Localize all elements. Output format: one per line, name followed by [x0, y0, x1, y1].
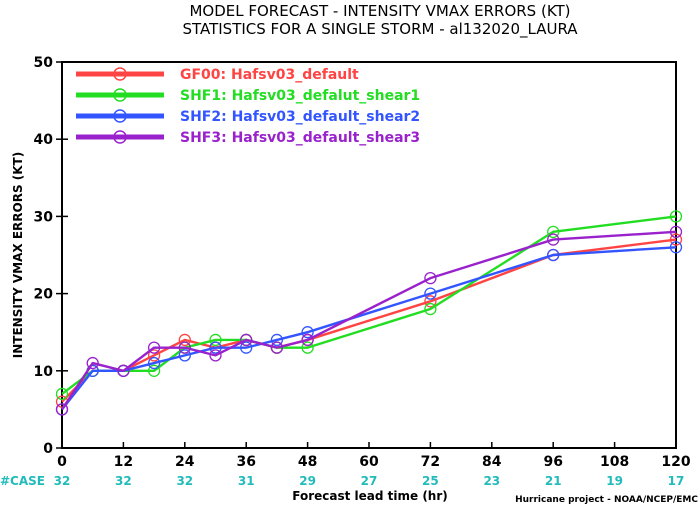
x-tick-label: 24 — [175, 454, 195, 470]
data-point — [178, 333, 191, 347]
y-tick-label: 30 — [34, 209, 54, 225]
data-point — [669, 225, 683, 238]
data-point — [301, 333, 314, 347]
legend-marker — [113, 130, 127, 144]
x-tick-label: 72 — [421, 454, 440, 470]
data-point — [424, 287, 437, 300]
case-count: 32 — [176, 474, 193, 488]
case-count: 32 — [54, 474, 71, 488]
x-tick-label: 36 — [236, 454, 255, 470]
case-count-row: #CASE 32 32 32 31 29 27 25 23 21 19 17 — [0, 474, 684, 488]
y-axis-label: INTENSITY VMAX ERRORS (KT) — [11, 152, 25, 358]
data-point — [301, 341, 314, 354]
case-count: 17 — [668, 474, 685, 488]
x-axis-label: Forecast lead time (hr) — [292, 489, 448, 503]
case-row-label: #CASE — [0, 474, 45, 488]
legend-marker — [113, 88, 127, 102]
chart-title: MODEL FORECAST - INTENSITY VMAX ERRORS (… — [189, 2, 570, 20]
x-tick-label: 12 — [114, 454, 133, 470]
plot-frame — [61, 61, 677, 449]
case-count: 32 — [115, 474, 132, 488]
data-point — [547, 225, 560, 238]
y-tick-label: 40 — [34, 132, 54, 148]
legend: GF00: Hafsv03_default SHF1: Hafsv03_defal… — [76, 67, 420, 146]
legend-label: SHF1: Hafsv03_defalut_shear1 — [180, 88, 420, 104]
data-point — [178, 341, 191, 354]
data-point — [424, 272, 437, 285]
legend-label: SHF3: Hafsv03_default_shear3 — [180, 130, 420, 146]
y-axis-ticks: 0 10 20 30 40 50 — [34, 55, 68, 457]
data-point — [178, 349, 191, 362]
legend-label: GF00: Hafsv03_default — [180, 67, 359, 83]
x-tick-label: 48 — [298, 454, 317, 470]
series-4 — [55, 225, 683, 416]
case-count: 21 — [545, 474, 562, 488]
data-point — [117, 364, 130, 377]
case-count: 27 — [361, 474, 378, 488]
data-point — [270, 341, 284, 354]
data-point — [424, 295, 437, 308]
data-point — [424, 302, 437, 316]
data-point — [301, 326, 314, 339]
data-point — [147, 356, 161, 370]
legend-item-3: SHF2: Hafsv03_default_shear2 — [76, 109, 420, 125]
legend-label: SHF2: Hafsv03_default_shear2 — [180, 109, 420, 125]
x-tick-label: 84 — [482, 454, 502, 470]
case-count: 19 — [606, 474, 623, 488]
case-count: 29 — [299, 474, 316, 488]
series-group — [55, 210, 683, 416]
data-point — [147, 341, 161, 354]
y-tick-label: 10 — [34, 364, 54, 380]
x-tick-label: 108 — [600, 454, 629, 470]
legend-marker — [113, 67, 127, 81]
data-point — [240, 333, 253, 347]
x-tick-label: 60 — [359, 454, 379, 470]
data-point — [55, 403, 69, 416]
chart-subtitle: STATISTICS FOR A SINGLE STORM - al132020… — [182, 20, 578, 39]
data-point — [669, 241, 683, 254]
y-tick-label: 50 — [34, 55, 54, 71]
data-point — [147, 349, 161, 362]
legend-item-2: SHF1: Hafsv03_defalut_shear1 — [76, 88, 420, 104]
data-point — [547, 248, 560, 262]
data-point — [55, 387, 69, 401]
legend-item-1: GF00: Hafsv03_default — [76, 67, 359, 83]
data-point — [147, 364, 161, 377]
x-tick-label: 120 — [661, 454, 690, 470]
x-tick-label: 96 — [543, 454, 562, 470]
case-count: 25 — [422, 474, 439, 488]
data-point — [240, 341, 253, 354]
x-axis-ticks: 0 12 24 36 48 60 72 84 96 108 120 — [57, 442, 691, 470]
data-point — [669, 210, 683, 223]
x-tick-label: 0 — [57, 454, 67, 470]
data-point — [270, 333, 284, 347]
y-tick-label: 0 — [43, 441, 53, 457]
data-point — [547, 233, 560, 246]
data-point — [86, 356, 99, 370]
data-point — [209, 341, 222, 354]
data-point — [209, 333, 222, 347]
case-count: 23 — [483, 474, 500, 488]
case-count: 31 — [238, 474, 255, 488]
legend-item-4: SHF3: Hafsv03_default_shear3 — [76, 130, 420, 146]
y-tick-label: 20 — [34, 287, 54, 303]
data-point — [669, 233, 683, 246]
credit-text: Hurricane project - NOAA/NCEP/EMC — [515, 495, 698, 505]
data-point — [209, 349, 222, 362]
legend-marker — [113, 109, 127, 123]
